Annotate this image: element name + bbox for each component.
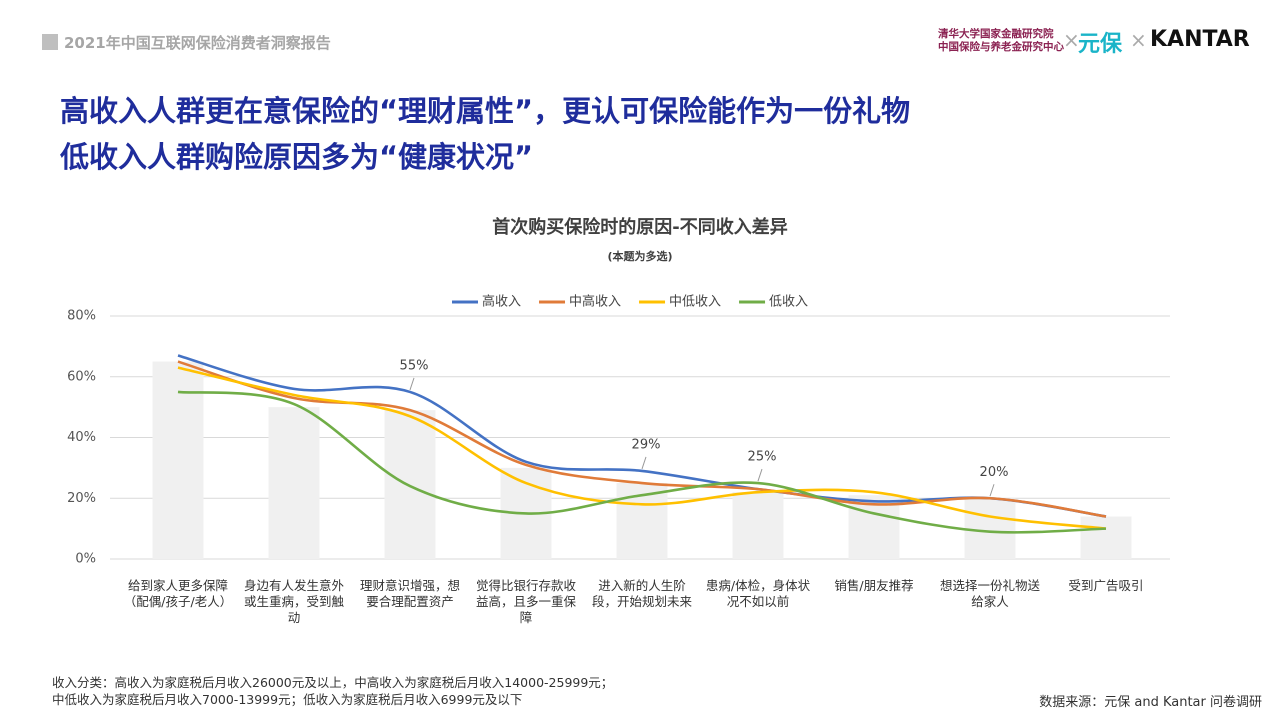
headline-line: 高收入人群更在意保险的“理财属性”，更认可保险能作为一份礼物 bbox=[60, 94, 911, 128]
legend-label: 中高收入 bbox=[569, 294, 621, 310]
logo-line: 中国保险与养老金研究中心 bbox=[938, 41, 1064, 53]
data-label: 20% bbox=[980, 465, 1009, 480]
y-tick-label: 80% bbox=[67, 309, 96, 324]
data-label: 25% bbox=[748, 450, 777, 465]
x-tick-label: 患病/体检，身体状况不如以前 bbox=[705, 578, 811, 609]
line-series bbox=[177, 390, 1107, 534]
footnote-line: 中低收入为家庭税后月收入7000-13999元；低收入为家庭税后月收入6999元… bbox=[52, 692, 523, 707]
legend-label: 高收入 bbox=[482, 294, 521, 310]
header-square bbox=[42, 34, 58, 50]
background-bar bbox=[732, 492, 784, 559]
headline: 高收入人群更在意保险的“理财属性”，更认可保险能作为一份礼物 低收入人群购险原因多… bbox=[60, 88, 910, 180]
label-leader bbox=[989, 484, 995, 497]
data-label: 55% bbox=[400, 358, 429, 373]
x-tick-label: 受到广告吸引 bbox=[1068, 578, 1144, 593]
footnote-line: 收入分类：高收入为家庭税后月收入26000元及以上，中高收入为家庭税后月收入14… bbox=[52, 675, 614, 690]
data-label: 29% bbox=[632, 437, 661, 452]
line-series bbox=[177, 366, 1107, 530]
footnote: 收入分类：高收入为家庭税后月收入26000元及以上，中高收入为家庭税后月收入14… bbox=[52, 674, 613, 708]
legend-label: 中低收入 bbox=[669, 295, 721, 310]
logo-text: 清华大学国家金融研究院 中国保险与养老金研究中心 bbox=[938, 28, 1064, 54]
x-tick-label: 理财意识增强，想要合理配置资产 bbox=[359, 578, 460, 609]
y-tick-label: 0% bbox=[75, 552, 96, 567]
chart-subtitle: (本题为多选) bbox=[607, 249, 672, 263]
logo-line: 清华大学国家金融研究院 bbox=[938, 28, 1054, 40]
background-bar bbox=[1080, 516, 1132, 559]
logo-kantar: KANTAR bbox=[1150, 27, 1250, 52]
logo-brand: 元保 bbox=[1078, 32, 1123, 57]
legend-label: 低收入 bbox=[769, 295, 808, 310]
background-bar bbox=[964, 498, 1016, 559]
x-tick-label: 想选择一份礼物送给家人 bbox=[939, 578, 1040, 609]
x-tick-label: 觉得比银行存款收益高，且多一重保障 bbox=[475, 578, 576, 625]
logo-x: × bbox=[1130, 28, 1147, 52]
y-tick-label: 20% bbox=[67, 491, 96, 506]
label-leader bbox=[641, 456, 647, 470]
x-tick-label: 销售/朋友推荐 bbox=[834, 578, 914, 593]
label-leader bbox=[757, 468, 763, 482]
background-bar bbox=[268, 407, 320, 559]
label-leader bbox=[409, 377, 415, 391]
y-tick-label: 60% bbox=[67, 369, 96, 384]
x-tick-label: 进入新的人生阶段，开始规划未来 bbox=[591, 578, 692, 609]
background-bar bbox=[384, 410, 436, 559]
headline-line: 低收入人群购险原因多为“健康状况” bbox=[60, 140, 534, 174]
source: 数据来源：元保 and Kantar 问卷调研 bbox=[1039, 695, 1262, 710]
x-tick-label: 身边有人发生意外或生重病，受到触动 bbox=[243, 578, 344, 625]
logo-x: × bbox=[1063, 28, 1080, 52]
background-bar bbox=[152, 361, 204, 559]
y-tick-label: 40% bbox=[67, 430, 96, 445]
x-tick-label: 给到家人更多保障（配偶/孩子/老人） bbox=[123, 578, 233, 609]
chart-title: 首次购买保险时的原因-不同收入差异 bbox=[492, 216, 787, 238]
report-name: 2021年中国互联网保险消费者洞察报告 bbox=[64, 34, 331, 52]
background-bar bbox=[848, 495, 900, 559]
line-series bbox=[177, 360, 1107, 518]
